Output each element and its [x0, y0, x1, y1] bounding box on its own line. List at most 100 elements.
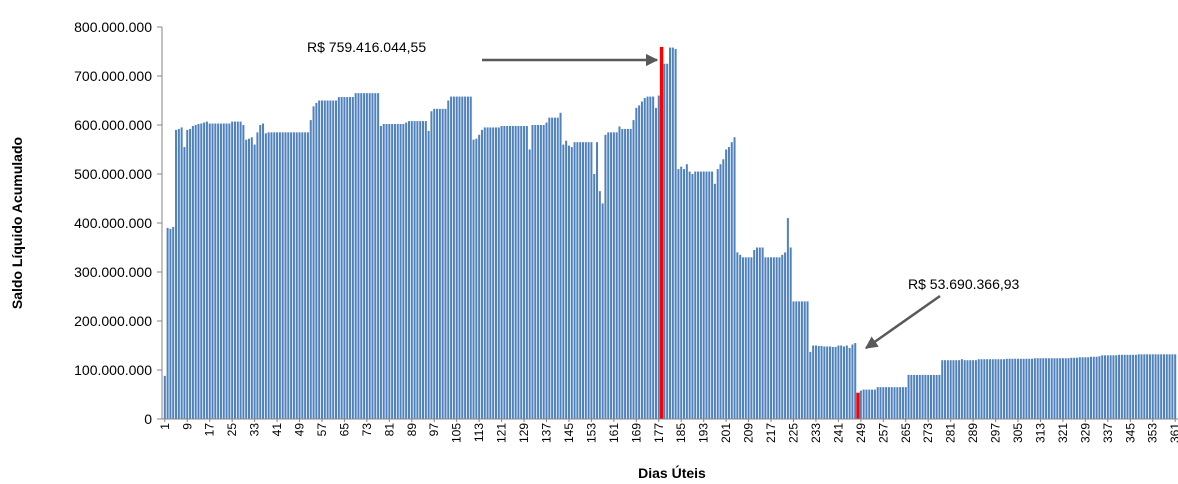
bars — [163, 46, 1177, 420]
bar — [848, 347, 851, 419]
x-tick-label: 105 — [450, 423, 464, 443]
x-tick-label: 265 — [899, 423, 913, 443]
bar — [713, 183, 716, 419]
bar — [1168, 354, 1171, 419]
bar — [200, 123, 203, 419]
bar — [941, 360, 944, 419]
bar — [584, 142, 587, 419]
bar — [711, 171, 714, 419]
bar — [553, 117, 556, 420]
bar — [211, 123, 214, 419]
bar — [1075, 357, 1078, 419]
bar — [208, 123, 211, 419]
bar — [730, 142, 733, 419]
bar — [767, 257, 770, 419]
x-tick-label: 313 — [1033, 423, 1047, 443]
bar — [464, 96, 467, 419]
bar — [523, 125, 526, 419]
x-tick-label: 353 — [1146, 423, 1160, 443]
bar — [1171, 354, 1174, 419]
bar — [949, 360, 952, 419]
bar — [379, 125, 382, 419]
bar — [702, 171, 705, 419]
bar — [640, 101, 643, 419]
bar — [960, 359, 963, 419]
bar — [511, 125, 514, 419]
bar — [500, 125, 503, 419]
bar — [570, 147, 573, 420]
y-tick-label: 0 — [144, 411, 152, 427]
bar — [873, 389, 876, 419]
bar — [332, 100, 335, 419]
x-tick-label: 233 — [809, 423, 823, 443]
bar — [674, 49, 677, 420]
x-tick-label: 25 — [225, 423, 239, 437]
bar — [770, 257, 773, 419]
bar — [980, 359, 983, 419]
bar — [169, 228, 172, 419]
bar — [974, 360, 977, 419]
bar — [868, 389, 871, 419]
bar — [219, 123, 222, 419]
bar — [812, 345, 815, 419]
bar — [806, 301, 809, 419]
bar — [262, 123, 265, 419]
bar — [312, 106, 315, 419]
bar — [795, 301, 798, 419]
bar — [197, 124, 200, 420]
bar — [427, 130, 430, 419]
bar — [938, 374, 941, 419]
bar — [859, 390, 862, 419]
bar — [635, 107, 638, 419]
bar — [1061, 358, 1064, 419]
bar — [236, 121, 239, 419]
bar — [579, 142, 582, 419]
y-tick-label: 800.000.000 — [74, 19, 152, 35]
bar — [705, 171, 708, 419]
bar — [368, 93, 371, 420]
bar — [562, 144, 565, 419]
bar — [1017, 358, 1020, 419]
bar — [733, 137, 736, 419]
x-tick-label: 281 — [944, 423, 958, 443]
bar — [716, 169, 719, 419]
bar — [1118, 354, 1121, 419]
bar — [222, 123, 225, 419]
bar — [826, 346, 829, 419]
bar — [565, 140, 568, 419]
bar — [972, 360, 975, 419]
bar — [290, 132, 293, 419]
bar — [918, 374, 921, 419]
bar — [1078, 357, 1081, 419]
bar — [624, 128, 627, 420]
bar — [1154, 354, 1157, 419]
x-tick-label: 9 — [180, 423, 194, 430]
bar — [284, 132, 287, 419]
bar — [450, 96, 453, 419]
bar — [915, 374, 918, 419]
bar — [1073, 357, 1076, 419]
bar — [337, 97, 340, 419]
bar — [436, 108, 439, 419]
bar — [803, 301, 806, 419]
bar — [781, 254, 784, 419]
bar — [351, 97, 354, 419]
x-tick-label: 321 — [1056, 423, 1070, 443]
bar — [388, 124, 391, 420]
bar — [391, 124, 394, 420]
bar — [654, 107, 657, 419]
bar — [225, 123, 228, 419]
bar — [534, 125, 537, 419]
bar — [666, 63, 669, 419]
bar — [955, 360, 958, 419]
bar — [854, 343, 857, 419]
x-tick-label: 273 — [921, 423, 935, 443]
bar — [399, 124, 402, 420]
bar — [629, 128, 632, 420]
x-tick-label: 337 — [1101, 423, 1115, 443]
bar — [610, 132, 613, 419]
x-tick-label: 201 — [719, 423, 733, 443]
bar — [447, 100, 450, 419]
bar — [646, 96, 649, 419]
